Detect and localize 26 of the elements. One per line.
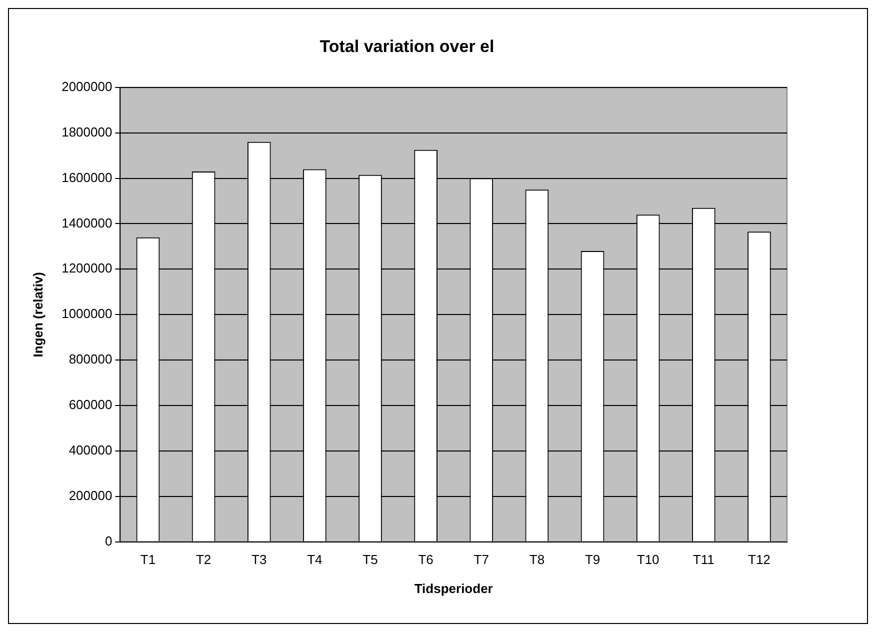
y-tick-label: 2000000 bbox=[62, 78, 112, 94]
y-tick-label: 200000 bbox=[68, 488, 112, 503]
y-tick-label: 1200000 bbox=[62, 260, 112, 276]
y-tick-label: 600000 bbox=[68, 397, 112, 412]
y-tick-label: 800000 bbox=[68, 352, 112, 367]
x-tick-label: T3 bbox=[252, 552, 267, 568]
y-tick-label: 1800000 bbox=[62, 124, 112, 140]
x-axis-title: Tidsperioder bbox=[414, 580, 493, 596]
x-tick-label: T4 bbox=[307, 552, 322, 568]
x-tick-label: T2 bbox=[196, 552, 212, 568]
y-tick-label: 0 bbox=[104, 533, 112, 548]
x-tick-label: T10 bbox=[636, 552, 660, 568]
y-tick-label: 1600000 bbox=[62, 170, 112, 185]
x-tick-label: T1 bbox=[140, 552, 156, 568]
x-tick-label: T5 bbox=[362, 552, 378, 568]
x-tick-label: T6 bbox=[418, 552, 434, 568]
x-tick-label: T7 bbox=[474, 552, 489, 568]
x-tick-label: T11 bbox=[692, 552, 714, 568]
x-tick-label: T8 bbox=[529, 552, 545, 568]
chart-title: Total variation over el bbox=[320, 36, 494, 56]
x-tick-label: T12 bbox=[748, 552, 770, 568]
y-tick-label: 1000000 bbox=[62, 306, 112, 322]
y-tick-label: 1400000 bbox=[62, 215, 112, 230]
y-tick-label: 400000 bbox=[68, 442, 112, 458]
x-tick-label: T9 bbox=[584, 552, 600, 568]
y-axis-title: Ingen (relativ) bbox=[30, 272, 46, 358]
